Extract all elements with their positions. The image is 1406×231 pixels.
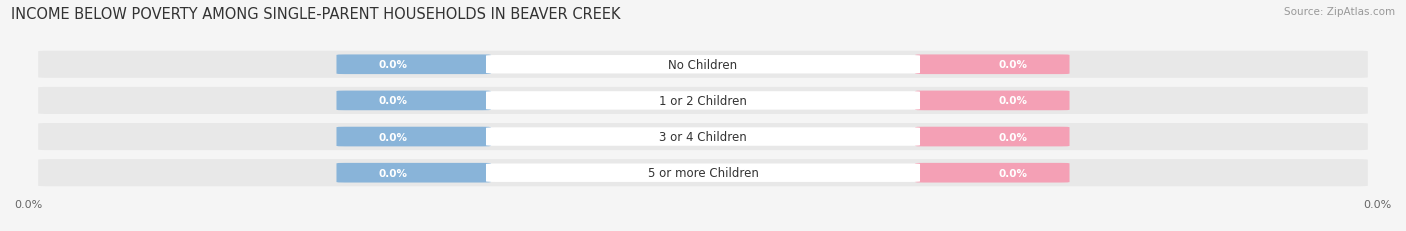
FancyBboxPatch shape (915, 127, 1070, 147)
Text: 1 or 2 Children: 1 or 2 Children (659, 94, 747, 107)
FancyBboxPatch shape (336, 127, 491, 147)
Text: 0.0%: 0.0% (1364, 199, 1392, 209)
FancyBboxPatch shape (915, 55, 1070, 75)
FancyBboxPatch shape (38, 52, 1368, 79)
Text: 0.0%: 0.0% (378, 168, 408, 178)
FancyBboxPatch shape (336, 55, 491, 75)
Text: INCOME BELOW POVERTY AMONG SINGLE-PARENT HOUSEHOLDS IN BEAVER CREEK: INCOME BELOW POVERTY AMONG SINGLE-PARENT… (11, 7, 620, 22)
FancyBboxPatch shape (486, 164, 920, 182)
Text: 3 or 4 Children: 3 or 4 Children (659, 131, 747, 143)
Text: 0.0%: 0.0% (998, 96, 1028, 106)
Text: 0.0%: 0.0% (998, 60, 1028, 70)
Text: No Children: No Children (668, 58, 738, 71)
FancyBboxPatch shape (38, 88, 1368, 115)
Text: 0.0%: 0.0% (378, 96, 408, 106)
Text: 0.0%: 0.0% (998, 168, 1028, 178)
FancyBboxPatch shape (486, 56, 920, 74)
FancyBboxPatch shape (336, 163, 491, 183)
Text: Source: ZipAtlas.com: Source: ZipAtlas.com (1284, 7, 1395, 17)
FancyBboxPatch shape (38, 123, 1368, 150)
FancyBboxPatch shape (486, 92, 920, 110)
Text: 0.0%: 0.0% (378, 132, 408, 142)
FancyBboxPatch shape (38, 159, 1368, 186)
Text: 0.0%: 0.0% (14, 199, 42, 209)
FancyBboxPatch shape (486, 128, 920, 146)
FancyBboxPatch shape (915, 91, 1070, 111)
Text: 5 or more Children: 5 or more Children (648, 167, 758, 179)
FancyBboxPatch shape (336, 91, 491, 111)
FancyBboxPatch shape (915, 163, 1070, 183)
Text: 0.0%: 0.0% (998, 132, 1028, 142)
Text: 0.0%: 0.0% (378, 60, 408, 70)
